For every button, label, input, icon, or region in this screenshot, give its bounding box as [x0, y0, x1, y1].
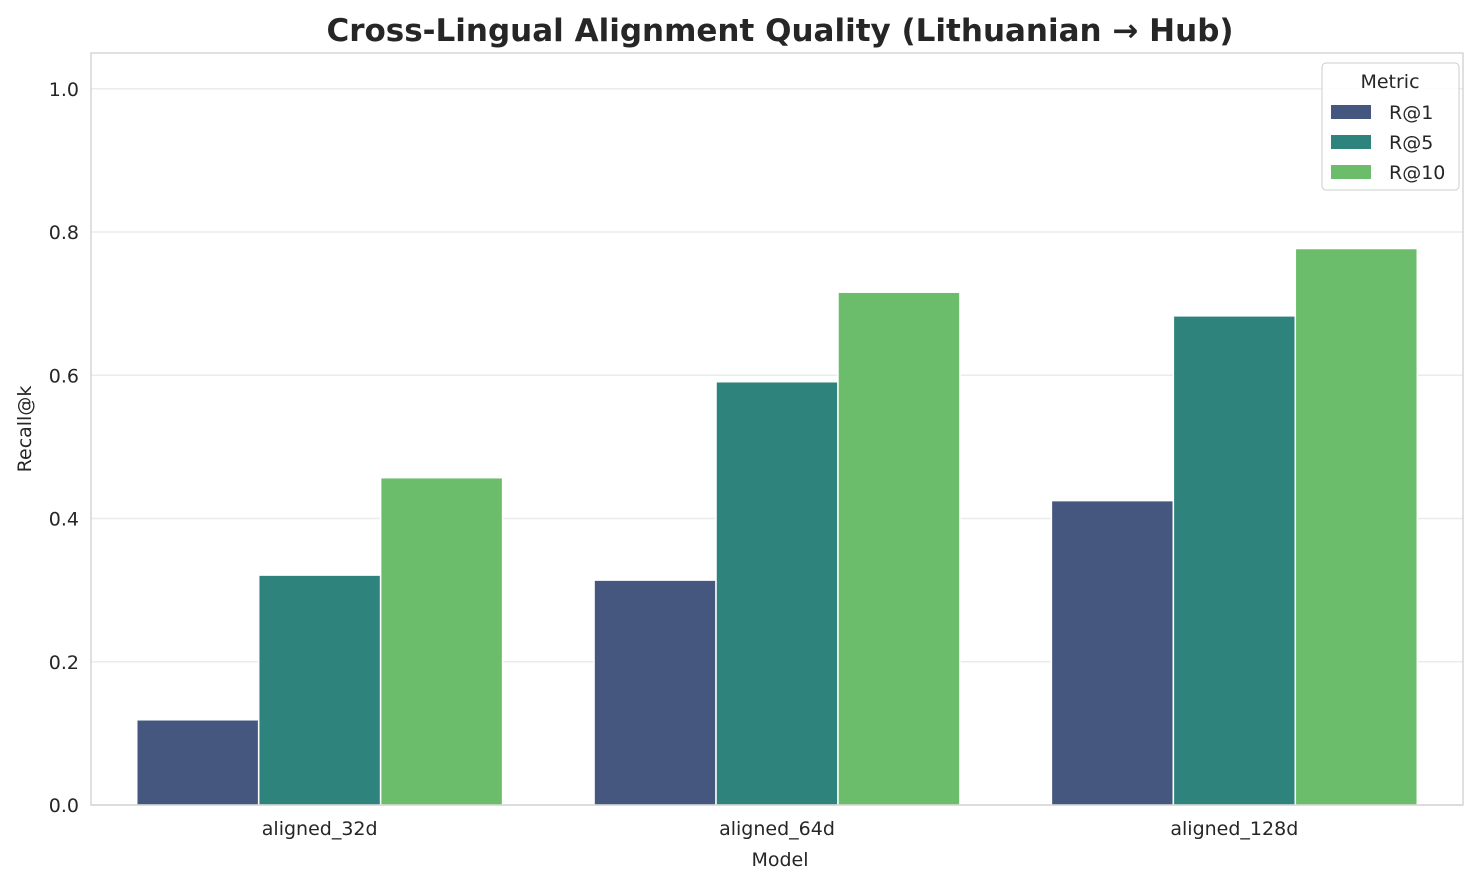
y-tick-label: 0.0	[49, 795, 79, 817]
bar-R@5-aligned_64d	[715, 380, 839, 806]
y-tick-label: 0.2	[49, 652, 79, 674]
legend-label: R@10	[1389, 162, 1445, 184]
y-axis-label: Recall@k	[14, 386, 36, 473]
y-tick-label: 0.8	[49, 222, 79, 244]
y-tick-label: 1.0	[49, 79, 79, 101]
legend: Metric R@1 R@5 R@10	[1321, 62, 1460, 191]
legend-label: R@1	[1389, 102, 1433, 124]
bar-R@5-aligned_32d	[257, 574, 382, 806]
y-tick-label: 0.4	[49, 509, 79, 531]
bar-R@1-aligned_128d	[1050, 499, 1175, 806]
plot-frame	[90, 52, 1464, 806]
chart-title: Cross-Lingual Alignment Quality (Lithuan…	[326, 13, 1233, 49]
legend-swatch	[1331, 135, 1371, 149]
bar-R@10-aligned_64d	[837, 291, 961, 806]
bar-R@1-aligned_32d	[135, 719, 260, 806]
bar-R@10-aligned_32d	[379, 476, 504, 806]
legend-box	[1321, 62, 1460, 191]
bar-R@5-aligned_128d	[1172, 315, 1297, 806]
legend-swatch	[1331, 165, 1371, 179]
y-tick-label: 0.6	[49, 365, 79, 387]
x-tick-label: aligned_32d	[262, 818, 378, 840]
bar-R@1-aligned_64d	[593, 579, 717, 806]
bar-R@10-aligned_128d	[1294, 247, 1419, 806]
x-axis-label: Model	[751, 849, 808, 871]
x-tick-label: aligned_64d	[719, 818, 835, 840]
legend-swatch	[1331, 105, 1371, 119]
x-tick-label: aligned_128d	[1170, 818, 1298, 840]
legend-title: Metric	[1360, 71, 1419, 93]
legend-label: R@5	[1389, 132, 1433, 154]
